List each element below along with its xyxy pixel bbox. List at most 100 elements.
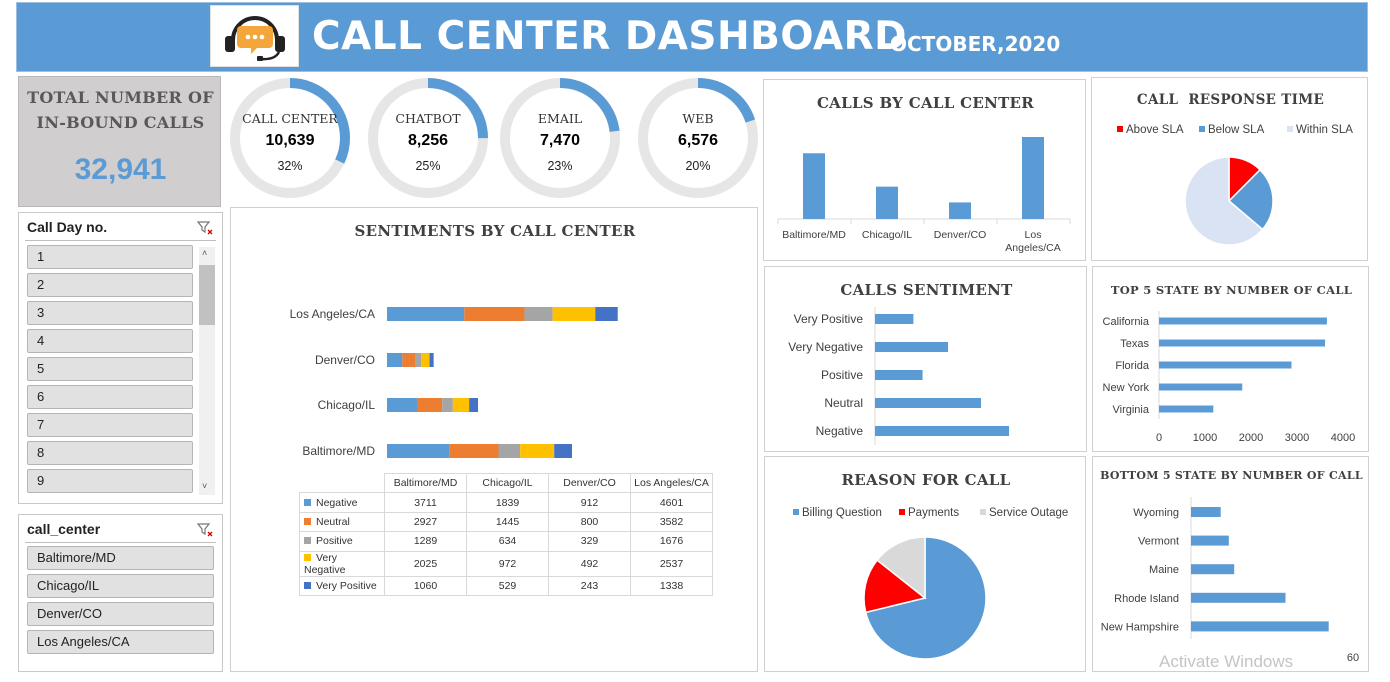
top5-states-chart: California Texas Florida New York Virginia 0 1… bbox=[1103, 311, 1355, 444]
stacked-bar-segment bbox=[402, 353, 416, 367]
category-label: Very Negative bbox=[788, 340, 863, 354]
bar bbox=[1022, 137, 1044, 219]
channel-value: 6,576 bbox=[677, 132, 719, 149]
bottom5-states-panel: BOTTOM 5 STATE BY NUMBER OF CALL Wyoming… bbox=[1092, 456, 1369, 672]
call-center-option[interactable]: Los Angeles/CA bbox=[27, 630, 214, 654]
call-day-slicer[interactable]: Call Day no. 1 2 3 4 5 6 7 8 9 ˄ ˅ bbox=[18, 212, 223, 504]
calls-by-center-title: CALLS BY CALL CENTER bbox=[816, 94, 1035, 112]
channel-label: CHATBOT bbox=[395, 111, 461, 126]
table-header-cell: Baltimore/MD bbox=[384, 472, 467, 494]
table-cell: 1445 bbox=[466, 511, 549, 533]
category-label-line2: Angeles/CA bbox=[1005, 242, 1060, 254]
logo bbox=[210, 5, 299, 67]
category-label: Virginia bbox=[1113, 404, 1150, 416]
table-cell: 1839 bbox=[466, 492, 549, 513]
bar bbox=[949, 202, 971, 219]
channel-value: 10,639 bbox=[265, 132, 315, 149]
call-day-option[interactable]: 4 bbox=[27, 329, 193, 353]
stacked-bar-segment bbox=[387, 353, 403, 367]
call-day-option[interactable]: 8 bbox=[27, 441, 193, 465]
pie-slice-payments bbox=[863, 559, 927, 614]
stacked-bar-segment bbox=[429, 353, 434, 367]
table-cell: 1338 bbox=[630, 575, 713, 596]
series-name: Very Positive bbox=[316, 579, 377, 592]
table-cell: 634 bbox=[466, 531, 549, 552]
donut-ring bbox=[638, 78, 758, 198]
series-name: Very Negative bbox=[304, 551, 346, 576]
stacked-bar-segment bbox=[387, 307, 465, 321]
scrollbar-thumb[interactable] bbox=[199, 265, 215, 325]
sentiments-chart: Los Angeles/CA Denver/CO Chicago/IL Baltimo… bbox=[290, 307, 618, 458]
channel-percent: 25% bbox=[415, 159, 441, 173]
legend-label: Service Outage bbox=[989, 507, 1068, 519]
table-cell: 2025 bbox=[384, 550, 467, 577]
top5-states-panel: TOP 5 STATE BY NUMBER OF CALL California… bbox=[1092, 266, 1369, 452]
calls-by-center-panel: CALLS BY CALL CENTER Baltimore/MD Chicago… bbox=[763, 79, 1086, 261]
legend-swatch bbox=[304, 581, 311, 589]
legend-swatch bbox=[304, 537, 311, 545]
sentiments-title: SENTIMENTS BY CALL CENTER bbox=[354, 222, 636, 240]
call-day-option[interactable]: 1 bbox=[27, 245, 193, 269]
legend-label: Payments bbox=[908, 507, 959, 519]
table-corner bbox=[300, 474, 385, 493]
x-tick-label: 60 bbox=[1347, 652, 1359, 664]
bar bbox=[1191, 535, 1229, 546]
series-name: Positive bbox=[316, 535, 353, 548]
clear-filter-icon[interactable] bbox=[197, 221, 213, 235]
reason-panel: REASON FOR CALL Billing Question Payments… bbox=[764, 456, 1086, 672]
reason-title: REASON FOR CALL bbox=[841, 471, 1011, 489]
reason-chart: Billing Question Payments Service Outage bbox=[793, 507, 1068, 660]
legend-swatch bbox=[1117, 126, 1123, 132]
legend-swatch bbox=[899, 509, 905, 515]
bar bbox=[1191, 564, 1235, 575]
category-label: Baltimore/MD bbox=[302, 444, 375, 458]
calls-by-center-chart: Baltimore/MD Chicago/IL Denver/CO LosAngele… bbox=[777, 137, 1071, 254]
category-label: Negative bbox=[816, 424, 864, 438]
slicer-divider bbox=[25, 240, 216, 241]
stacked-bar-segment bbox=[421, 353, 430, 367]
bar bbox=[1191, 507, 1221, 517]
stacked-bar-segment bbox=[387, 398, 418, 412]
slicer-divider bbox=[25, 542, 216, 543]
bottom5-states-title: BOTTOM 5 STATE BY NUMBER OF CALL bbox=[1100, 469, 1363, 482]
total-calls-label: TOTAL NUMBER OF IN-BOUND CALLS bbox=[19, 85, 222, 135]
bar bbox=[875, 314, 914, 324]
call-center-option[interactable]: Baltimore/MD bbox=[27, 546, 214, 570]
table-cell: 912 bbox=[548, 492, 631, 513]
table-cell: 1289 bbox=[384, 531, 467, 552]
total-calls-label-line1: TOTAL NUMBER OF bbox=[27, 88, 214, 107]
table-cell: 2537 bbox=[630, 550, 713, 577]
call-day-option[interactable]: 9 bbox=[27, 469, 193, 493]
category-label: California bbox=[1103, 316, 1150, 328]
category-label: New Hampshire bbox=[1101, 621, 1179, 633]
call-center-slicer[interactable]: call_center Baltimore/MD Chicago/IL Denver… bbox=[18, 514, 223, 672]
scroll-up-icon[interactable]: ˄ bbox=[202, 248, 208, 258]
donut-fill bbox=[230, 78, 350, 198]
total-calls-label-line2: IN-BOUND CALLS bbox=[36, 113, 205, 132]
page-subtitle: OCTOBER,2020 bbox=[890, 32, 1061, 56]
call-day-option[interactable]: 6 bbox=[27, 385, 193, 409]
legend-swatch bbox=[793, 509, 799, 515]
category-label: Positive bbox=[821, 368, 863, 382]
table-cell: 972 bbox=[466, 550, 549, 577]
call-day-slicer-title: Call Day no. bbox=[27, 219, 108, 235]
bar bbox=[1159, 317, 1327, 325]
call-center-option[interactable]: Denver/CO bbox=[27, 602, 214, 626]
call-center-option[interactable]: Chicago/IL bbox=[27, 574, 214, 598]
category-label: Florida bbox=[1115, 360, 1150, 372]
clear-filter-icon[interactable] bbox=[197, 523, 213, 537]
category-label: Los Angeles/CA bbox=[290, 307, 375, 321]
category-label: Baltimore/MD bbox=[782, 229, 846, 241]
scroll-down-icon[interactable]: ˅ bbox=[202, 481, 208, 491]
call-day-option[interactable]: 7 bbox=[27, 413, 193, 437]
call-day-option[interactable]: 3 bbox=[27, 301, 193, 325]
call-day-option[interactable]: 2 bbox=[27, 273, 193, 297]
category-label: Neutral bbox=[824, 396, 863, 410]
bar bbox=[875, 370, 923, 380]
calls-sentiment-chart: Very Positive Very Negative Positive Neutra… bbox=[788, 307, 1009, 445]
legend-swatch bbox=[1287, 126, 1293, 132]
table-row: Neutral 2927 1445 800 3582 bbox=[299, 511, 713, 533]
series-name: Negative bbox=[316, 496, 358, 509]
call-day-option[interactable]: 5 bbox=[27, 357, 193, 381]
channel-percent: 23% bbox=[547, 159, 573, 173]
